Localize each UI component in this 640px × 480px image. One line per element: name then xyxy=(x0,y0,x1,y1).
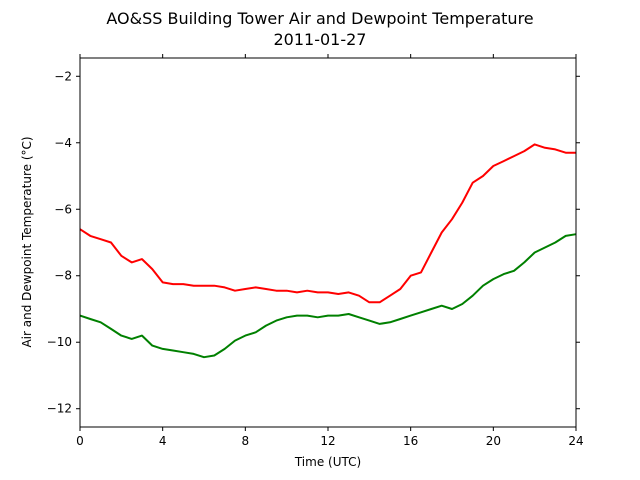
y-tick-label: −10 xyxy=(47,335,72,349)
y-tick-label: −12 xyxy=(47,402,72,416)
y-tick-label: −2 xyxy=(54,69,72,83)
x-tick-label: 4 xyxy=(159,434,167,448)
plot-frame xyxy=(79,57,577,428)
y-tick-label: −6 xyxy=(54,202,72,216)
chart-title: AO&SS Building Tower Air and Dewpoint Te… xyxy=(106,9,533,28)
x-axis-label: Time (UTC) xyxy=(294,455,361,469)
x-tick-label: 16 xyxy=(403,434,418,448)
x-tick-label: 8 xyxy=(242,434,250,448)
y-axis-label: Air and Dewpoint Temperature (°C) xyxy=(20,136,34,347)
dewpoint-temperature-line xyxy=(79,233,577,359)
x-tick-label: 0 xyxy=(76,434,84,448)
x-tick-label: 20 xyxy=(486,434,501,448)
x-tick-label: 24 xyxy=(568,434,583,448)
series-layer xyxy=(79,143,577,359)
air-temperature-line xyxy=(79,143,576,304)
ticks-layer: 0 4 8 12 16 20 24 −12 −10 −8 −6 −4 −2 xyxy=(47,54,584,448)
chart-subtitle: 2011-01-27 xyxy=(274,30,367,49)
y-tick-label: −8 xyxy=(54,269,72,283)
y-tick-label: −4 xyxy=(54,136,72,150)
x-tick-label: 12 xyxy=(320,434,335,448)
